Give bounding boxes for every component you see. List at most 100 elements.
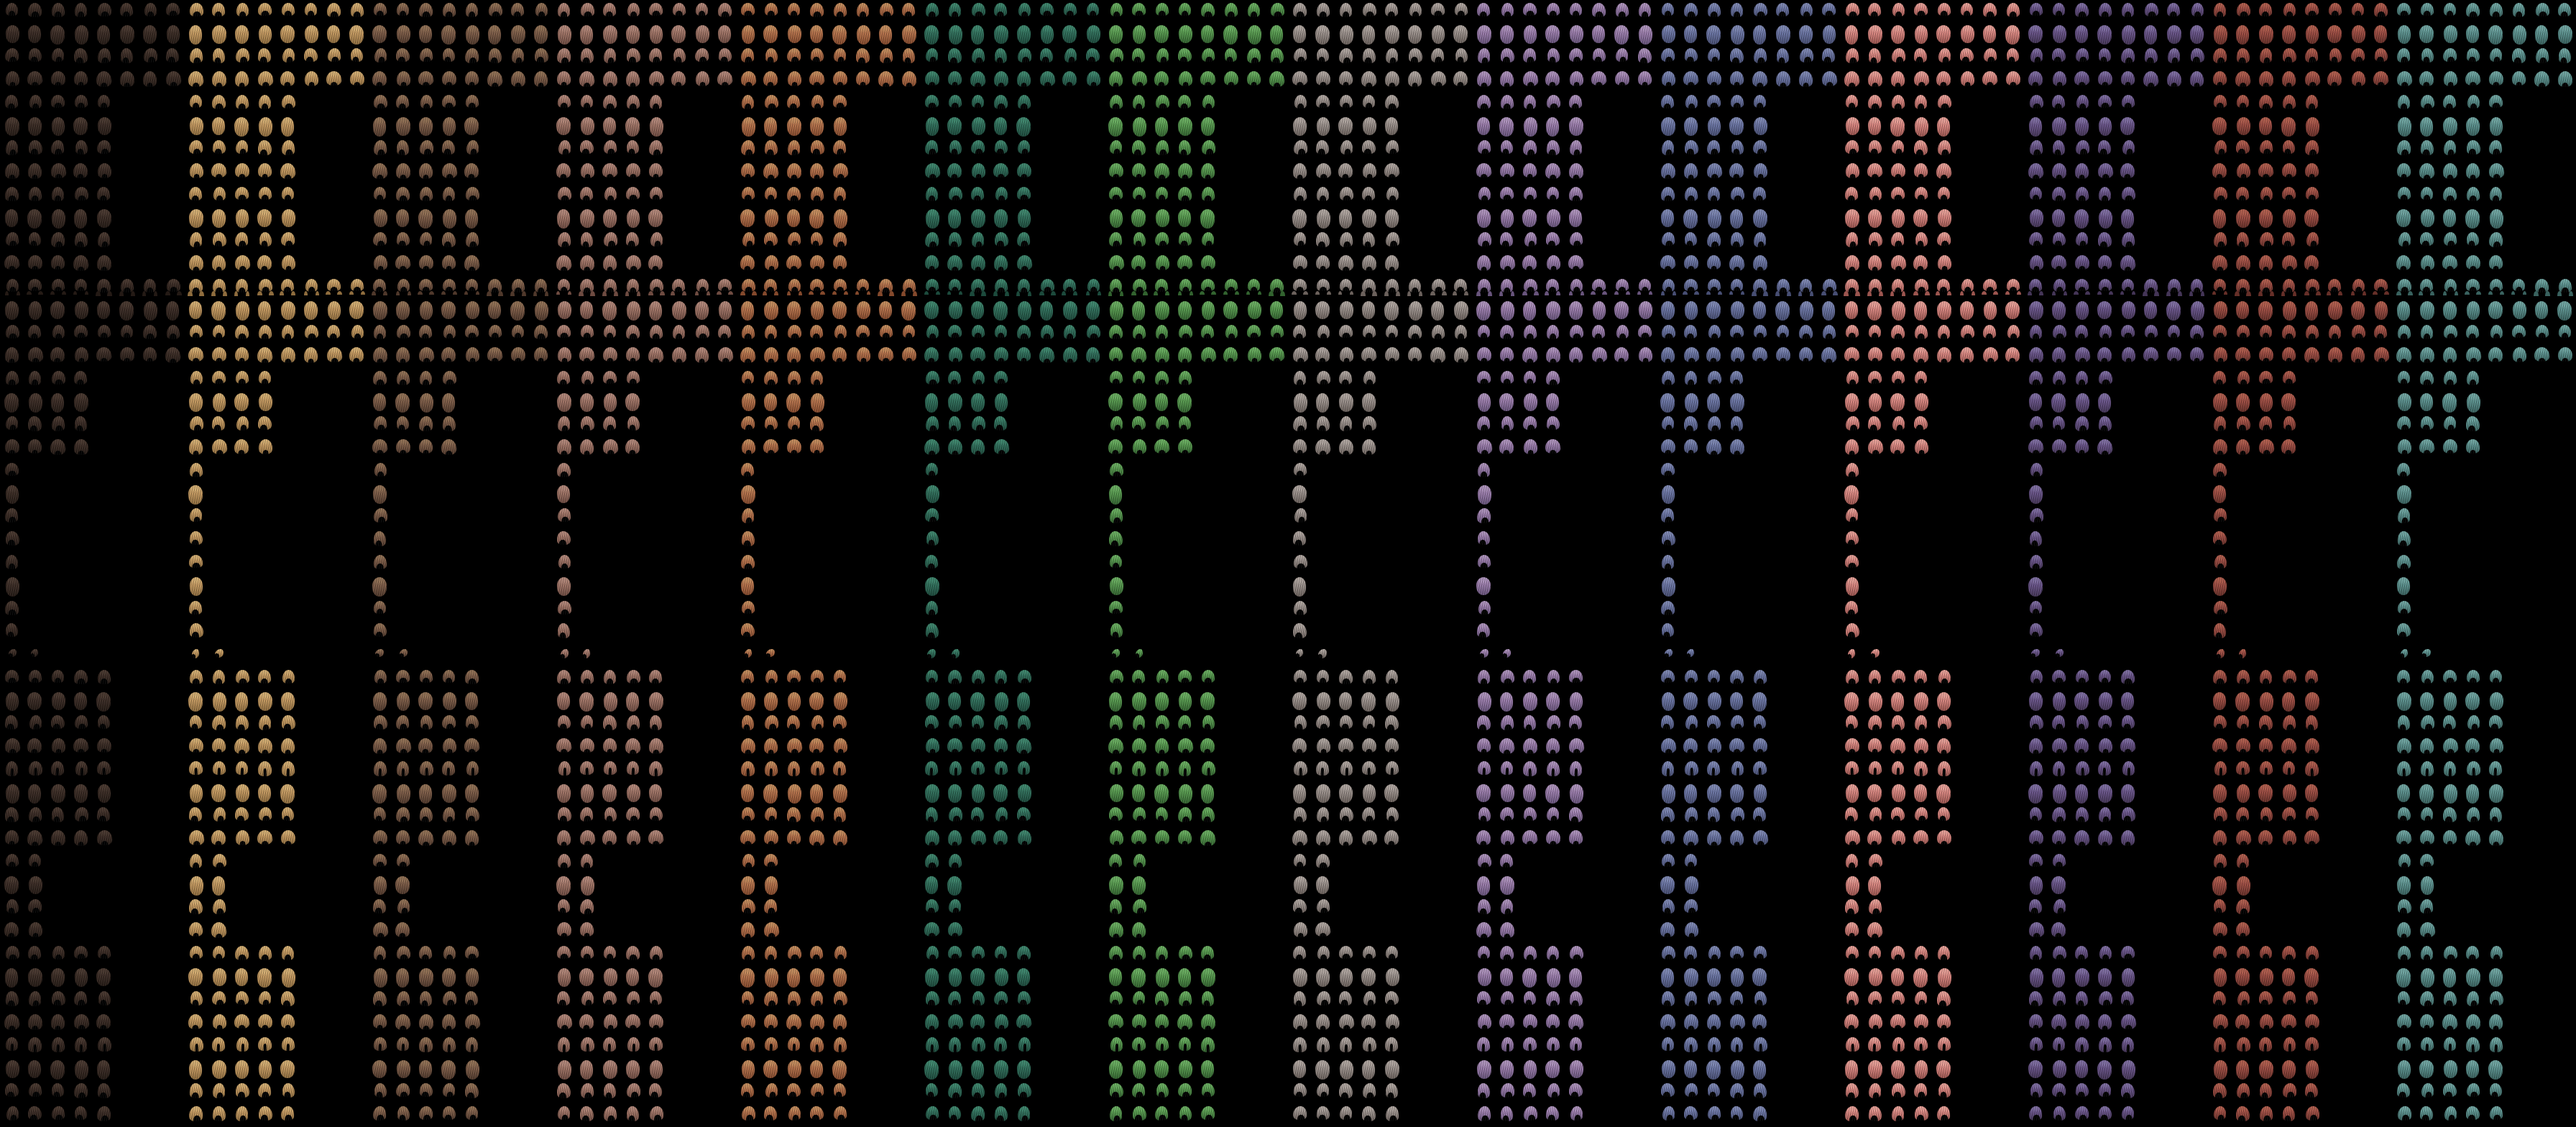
- hair-sprite: [443, 738, 456, 753]
- hair-sprite: [2028, 25, 2043, 43]
- hair-sprite: [1133, 854, 1146, 868]
- hair-sprite: [2444, 1037, 2456, 1051]
- hair-sprite: [995, 140, 1008, 154]
- hair-sprite: [2143, 71, 2158, 87]
- hair-sprite: [764, 738, 778, 754]
- hair-sprite: [1339, 1083, 1353, 1098]
- hair-sprite: [2305, 48, 2318, 63]
- hair-sprite: [1523, 1083, 1536, 1098]
- hair-sprite: [2122, 279, 2134, 291]
- hair-sprite: [1478, 1106, 1491, 1121]
- hair-sprite: [1937, 738, 1951, 754]
- hair-sprite: [649, 1014, 663, 1029]
- hair-sprite: [2099, 48, 2111, 62]
- hair-sprite: [1386, 232, 1399, 247]
- hair-sprite: [834, 3, 847, 17]
- hair-sprite: [489, 325, 502, 338]
- hair-sprite: [2006, 71, 2020, 86]
- hair-sprite: [1339, 784, 1353, 803]
- hair-sprite: [443, 670, 455, 683]
- hair-sprite: [603, 25, 617, 44]
- hair-sprite: [833, 140, 846, 155]
- hair-sprite: [419, 1037, 433, 1052]
- hair-sprite: [1754, 232, 1766, 247]
- hair-sprite: [464, 738, 479, 753]
- hair-sprite: [1363, 1037, 1376, 1052]
- hair-sprite: [2258, 830, 2273, 845]
- hair-sprite: [1846, 991, 1859, 1006]
- hair-sprite: [948, 830, 962, 846]
- hair-sprite: [2028, 1060, 2043, 1078]
- hair-sprite: [2397, 416, 2411, 430]
- hair-sprite: [2283, 48, 2296, 63]
- hair-sprite: [764, 1106, 777, 1121]
- hair-sprite: [5, 830, 19, 845]
- hair-sprite: [27, 71, 42, 86]
- hair-sprite: [742, 807, 755, 821]
- hair-sprite: [1131, 347, 1146, 363]
- hair-sprite: [5, 209, 18, 227]
- hair-sprite: [282, 968, 295, 988]
- hair-sprite: [1570, 25, 1583, 43]
- hair-sprite: [926, 991, 939, 1006]
- hair-sprite: [396, 187, 410, 201]
- hair-sprite: [2259, 715, 2273, 730]
- hair-sprite: [2005, 347, 2020, 362]
- hair-sprite: [1984, 48, 1997, 62]
- hair-sprite: [1386, 807, 1399, 822]
- hair-sprite: [1915, 1106, 1928, 1121]
- hair-sprite: [1108, 393, 1123, 411]
- hair-sprite: [2029, 922, 2044, 937]
- hair-sprite: [972, 325, 985, 338]
- hair-sprite: [2214, 761, 2227, 776]
- hair-sprite: [1914, 416, 1928, 430]
- hair-sprite: [1155, 301, 1169, 320]
- hair-sprite: [305, 3, 317, 16]
- hair-sprite: [1362, 393, 1376, 412]
- hair-sprite: [1523, 301, 1536, 321]
- hair-sprite: [1133, 232, 1146, 247]
- hair-sprite: [98, 1037, 111, 1052]
- hair-sprite: [558, 1037, 570, 1052]
- hair-sprite: [212, 1060, 226, 1079]
- hair-sprite: [1315, 301, 1330, 319]
- hair-sprite: [579, 347, 594, 362]
- hair-sprite: [558, 715, 571, 729]
- hair-sprite: [98, 48, 111, 63]
- hair-sprite: [1293, 325, 1306, 339]
- hair-sprite: [52, 738, 65, 753]
- hair-sprite: [1271, 325, 1284, 338]
- hair-sprite: [235, 692, 248, 712]
- hair-sprite: [581, 3, 594, 17]
- hair-sprite: [1225, 3, 1238, 17]
- hair-sprite: [535, 3, 548, 17]
- hair-sprite: [1891, 968, 1904, 986]
- hair-sprite: [1753, 807, 1766, 822]
- hair-sprite: [558, 187, 571, 201]
- hair-sprite: [1685, 649, 1694, 658]
- hair-sprite: [1708, 279, 1721, 291]
- hair-sprite: [580, 1060, 593, 1080]
- hair-sprite: [947, 738, 962, 753]
- hair-sprite: [2283, 1106, 2295, 1121]
- hair-sprite: [1385, 715, 1399, 730]
- hair-sprite: [2558, 347, 2572, 362]
- hair-sprite: [2490, 1083, 2502, 1097]
- hair-sprite: [1846, 670, 1859, 684]
- hair-sprite: [1938, 209, 1951, 227]
- hair-sprite: [374, 968, 387, 988]
- hair-sprite: [879, 25, 892, 45]
- hair-sprite: [765, 1037, 778, 1051]
- hair-sprite: [28, 1106, 42, 1120]
- hair-sprite: [1294, 95, 1307, 109]
- hair-sprite: [534, 71, 548, 87]
- hair-sprite: [972, 1083, 985, 1098]
- hair-sprite: [2421, 48, 2434, 63]
- hair-sprite: [258, 761, 272, 776]
- hair-sprite: [1706, 439, 1721, 455]
- hair-sprite: [1891, 232, 1904, 247]
- hair-sprite: [373, 1106, 386, 1121]
- hair-sprite: [833, 232, 847, 247]
- hair-sprite: [1570, 232, 1583, 246]
- hair-sprite: [995, 946, 1007, 959]
